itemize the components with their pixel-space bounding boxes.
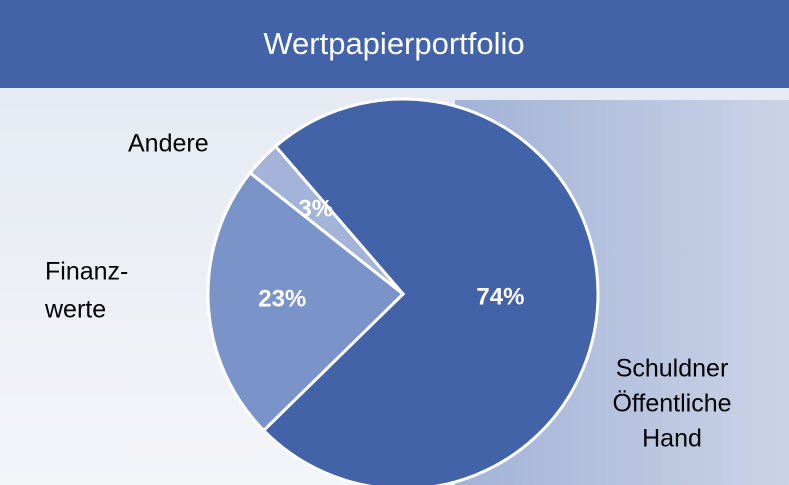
- category-label: Andere: [128, 130, 209, 158]
- category-label: werte: [44, 296, 106, 324]
- category-label: Finanz-: [45, 258, 128, 286]
- pie-slice: [248, 144, 405, 296]
- chart-title: Wertpapierportfolio: [263, 26, 524, 61]
- pie-slice: [261, 97, 600, 485]
- title-bar: [0, 0, 789, 88]
- value-label: 74%: [476, 283, 524, 310]
- category-label: Schuldner: [616, 355, 729, 383]
- value-label: 3%: [298, 196, 333, 223]
- value-label: 23%: [258, 286, 306, 313]
- pie-slice: [206, 170, 406, 433]
- category-label: Öffentliche: [612, 390, 731, 418]
- category-label: Hand: [642, 425, 702, 453]
